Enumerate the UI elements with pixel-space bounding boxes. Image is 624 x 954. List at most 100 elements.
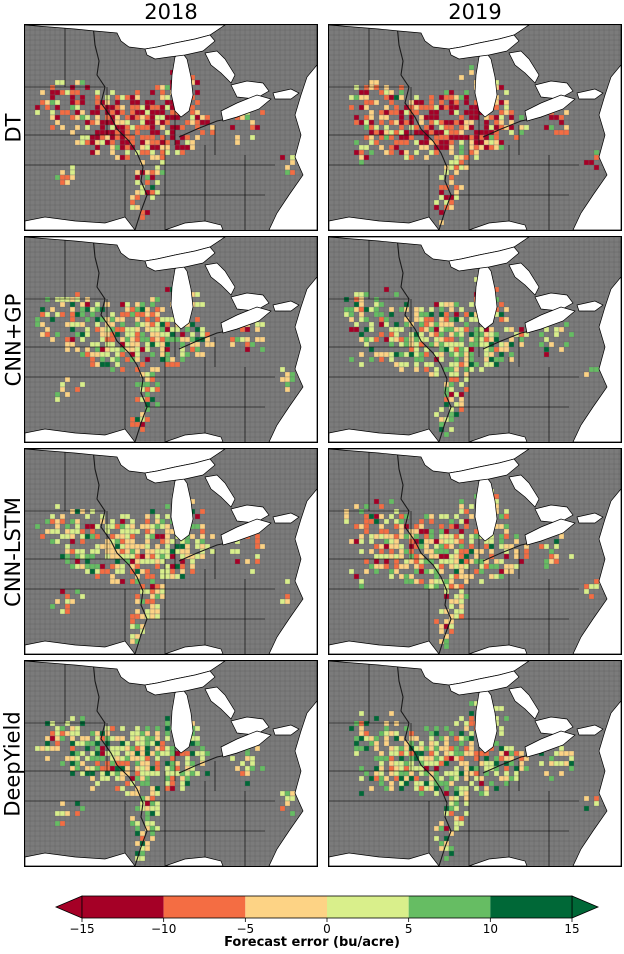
water-body [164,644,224,654]
county-cell [363,523,370,530]
county-cell [413,745,420,752]
county-cell [169,785,176,792]
county-cell [553,553,560,560]
county-cell [84,553,91,560]
county-cell [84,735,91,742]
county-cell [159,518,166,525]
county-cell [458,543,465,550]
county-cell [149,528,156,535]
county-cell [418,528,425,535]
county-cell [438,189,445,196]
county-cell [503,104,510,111]
county-cell [139,855,146,862]
county-cell [99,336,106,343]
county-cell [503,750,510,757]
county-cell [189,104,196,111]
county-cell [478,139,485,146]
county-cell [448,416,455,423]
county-cell [388,134,395,141]
county-cell [109,548,116,555]
county-cell [34,523,41,530]
county-cell [34,321,41,328]
county-cell [458,755,465,762]
county-cell [503,99,510,106]
county-cell [468,735,475,742]
county-cell [418,99,425,106]
county-cell [493,573,500,580]
county-cell [373,740,380,747]
county-cell [393,533,400,540]
county-cell [478,578,485,585]
county-cell [114,755,121,762]
county-cell [453,159,460,166]
county-cell [413,735,420,742]
county-cell [553,538,560,545]
state-boundaries [329,25,579,230]
county-cell [154,563,161,570]
county-cell [69,770,76,777]
county-cell [463,765,470,772]
county-cell [134,301,141,308]
county-cell [139,780,146,787]
county-cell [488,351,495,358]
county-cell [358,104,365,111]
county-cell [174,114,181,121]
water-body [170,474,194,542]
county-cell [104,351,111,358]
county-cell [458,538,465,545]
county-cell [473,341,480,348]
county-cell [433,583,440,590]
county-cell [378,548,385,555]
county-cell [458,568,465,575]
county-cell [408,775,415,782]
county-cell [413,124,420,131]
county-cell [194,351,201,358]
county-cell [44,745,51,752]
county-cell [408,578,415,585]
county-cell [124,311,131,318]
county-cell [179,331,186,338]
county-cell [363,528,370,535]
county-cell [418,578,425,585]
county-cell [144,109,151,116]
county-cell [458,498,465,505]
county-cell [513,548,520,555]
county-cell [438,144,445,151]
county-cell [104,548,111,555]
county-cell [443,513,450,520]
water-body [524,306,576,334]
county-cell [413,578,420,585]
county-cell [54,735,61,742]
water-body [474,474,498,542]
county-cell [463,376,470,383]
county-cell [289,154,296,161]
county-cell [154,825,161,832]
county-cell [463,770,470,777]
county-cell [473,770,480,777]
county-cell [169,336,176,343]
county-cell [84,513,91,520]
water-body [230,292,270,312]
county-cell [358,331,365,338]
county-cell [508,341,515,348]
county-cell [558,129,565,136]
county-cell [418,356,425,363]
county-cell [468,134,475,141]
county-cell [49,84,56,91]
county-map [329,661,621,866]
county-cell [493,104,500,111]
county-cell [134,114,141,121]
county-cell [159,109,166,116]
county-cell [124,513,131,520]
county-cell [94,316,101,323]
county-cell [109,336,116,343]
county-cell [438,845,445,852]
county-cell [373,755,380,762]
county-cell [184,548,191,555]
county-cell [129,331,136,338]
county-cell [119,366,126,373]
county-cell [119,139,126,146]
county-cell [189,139,196,146]
county-cell [64,603,71,610]
county-cell [244,755,251,762]
